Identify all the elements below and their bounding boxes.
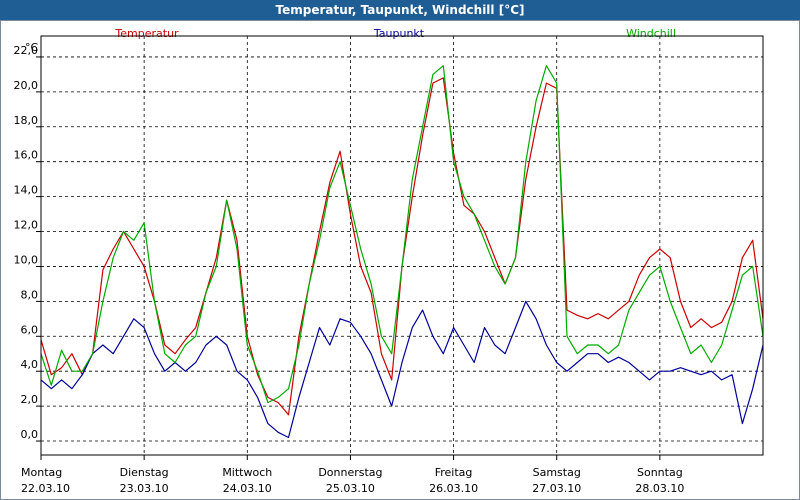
series-line-taupunkt	[40, 300, 764, 439]
y-tick-label: 14,0	[14, 184, 39, 197]
y-tick-label: 18,0	[14, 114, 39, 127]
legend: Temperatur Taupunkt Windchill	[114, 27, 676, 40]
y-tick-label: 6,0	[21, 323, 39, 336]
y-tick-label: 22,0	[14, 44, 39, 57]
x-tick-date-label: 24.03.10	[223, 482, 272, 495]
chart-canvas: 0,0 2,0 4,0 6,0 8,0 10,0 12,0 14,0 16,0 18,0 20,0 2…	[14, 27, 764, 495]
legend-item-temperatur: Temperatur	[114, 27, 179, 40]
x-tick-date-label: 25.03.10	[326, 482, 375, 495]
y-tick-label: 4,0	[21, 358, 39, 371]
legend-item-taupunkt: Taupunkt	[373, 27, 425, 40]
y-tick-label: 16,0	[14, 149, 39, 162]
series-line-windchill	[40, 65, 764, 404]
x-tick-day-label: Sonntag	[637, 466, 683, 479]
x-tick-date-label: 26.03.10	[429, 482, 478, 495]
x-axis-ticks: Montag 22.03.10 Dienstag 23.03.10 Mittwoch 24…	[21, 455, 684, 495]
x-tick-day-label: Donnerstag	[318, 466, 382, 479]
y-axis-ticks: 0,0 2,0 4,0 6,0 8,0 10,0 12,0 14,0 16,0 18,0 20,0 2…	[14, 44, 41, 442]
x-tick-day-label: Samstag	[533, 466, 581, 479]
y-tick-label: 12,0	[14, 219, 39, 232]
x-tick-day-label: Montag	[21, 466, 62, 479]
plot-border	[40, 35, 764, 456]
chart-title-bar: Temperatur, Taupunkt, Windchill [°C]	[0, 0, 800, 20]
grid-lines	[41, 36, 763, 455]
x-tick-date-label: 28.03.10	[635, 482, 684, 495]
y-tick-label: 2,0	[21, 393, 39, 406]
series-lines	[40, 65, 764, 439]
x-tick-date-label: 27.03.10	[532, 482, 581, 495]
legend-item-windchill: Windchill	[626, 27, 676, 40]
y-tick-label: 10,0	[14, 253, 39, 266]
y-tick-label: 0,0	[21, 428, 39, 441]
y-tick-label: 8,0	[21, 288, 39, 301]
y-axis-unit-label: °C	[25, 41, 39, 54]
x-tick-day-label: Mittwoch	[222, 466, 272, 479]
x-tick-date-label: 23.03.10	[120, 482, 169, 495]
y-tick-label: 20,0	[14, 79, 39, 92]
chart-frame: 0,0 2,0 4,0 6,0 8,0 10,0 12,0 14,0 16,0 18,0 20,0 2…	[0, 20, 800, 500]
x-tick-date-label: 22.03.10	[21, 482, 70, 495]
x-tick-day-label: Freitag	[435, 466, 473, 479]
x-tick-day-label: Dienstag	[120, 466, 169, 479]
